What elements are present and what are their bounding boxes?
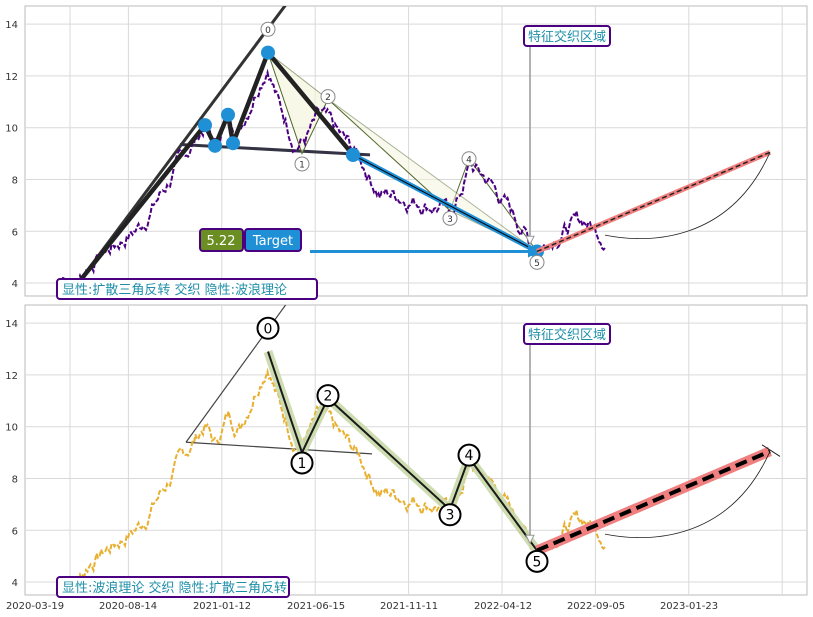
wave-number-label: 0 (264, 321, 273, 337)
wave-number-circle (461, 151, 477, 167)
svg-text:显性:扩散三角反转 交织 隐性:波浪理论: 显性:扩散三角反转 交织 隐性:波浪理论 (62, 282, 287, 298)
panel-plot-area: 0 1 2 3 4 5 (61, 305, 781, 595)
price-series-line (61, 68, 606, 296)
panel-2-y-ticks: 4 6 8 10 12 14 (5, 319, 18, 589)
x-tick-label: 2021-11-11 (380, 601, 438, 612)
target-value-badge: 5.22 (199, 228, 244, 252)
wave-number-circle (438, 503, 462, 527)
wave-number-label: 1 (298, 456, 307, 472)
panel-2-zone-label: 特征交织区域 (523, 323, 611, 345)
y-tick-label: 12 (5, 371, 18, 382)
y-tick-label: 10 (5, 124, 18, 135)
pattern-marker (346, 147, 360, 162)
pattern-marker (198, 118, 212, 133)
svg-text:特征交织区域: 特征交织区域 (528, 327, 606, 343)
x-tick-label: 2023-01-23 (660, 601, 718, 612)
triangle-upper-line (185, 305, 287, 443)
wave-triangle (266, 51, 329, 155)
wave-number-label: 2 (324, 389, 333, 405)
panel-2-caption: 显性:波浪理论 交织 隐性:扩散三角反转 (56, 576, 290, 598)
wave-number-label: 3 (447, 215, 453, 225)
wave-number-circle (457, 443, 481, 467)
pattern-marker (261, 45, 275, 60)
wave-number-label: 0 (265, 26, 271, 36)
x-tick-label: 2020-08-14 (99, 601, 157, 612)
projection-curve (604, 152, 771, 239)
y-tick-label: 8 (12, 474, 18, 485)
wave-number-circle (529, 254, 545, 270)
zone-arrow-head (525, 235, 535, 246)
wave-number-circle (442, 210, 458, 226)
x-tick-label: 2022-04-12 (474, 601, 532, 612)
zone-arrow-head (525, 534, 535, 545)
x-tick-label: 2022-09-05 (567, 601, 625, 612)
wave-number-label: 3 (446, 508, 455, 524)
y-tick-label: 14 (5, 319, 18, 330)
y-tick-label: 12 (5, 72, 18, 83)
svg-text:显性:波浪理论 交织 隐性:扩散三角反转: 显性:波浪理论 交织 隐性:扩散三角反转 (62, 580, 287, 596)
x-tick-label: 2021-01-12 (193, 601, 251, 612)
pattern-marker (226, 136, 240, 151)
x-tick-label: 2020-03-19 (6, 601, 64, 612)
wave-number-circle (290, 451, 314, 475)
panel-1-content: 0 1 2 3 4 5 (61, 6, 771, 296)
wave-number-label: 2 (325, 93, 331, 103)
y-tick-label: 4 (12, 279, 18, 290)
wave-number-label: 4 (465, 448, 474, 464)
y-tick-label: 14 (5, 20, 18, 31)
projection-line (536, 151, 771, 253)
wave-number-circle (525, 549, 549, 573)
svg-text:5.22: 5.22 (207, 234, 236, 249)
x-tick-label: 2021-06-15 (287, 601, 345, 612)
wave-number-circle (294, 156, 310, 172)
panel-2-content: 0 1 2 3 4 5 (61, 305, 781, 595)
wave-number-circle (256, 316, 280, 340)
panel-1-caption: 显性:扩散三角反转 交织 隐性:波浪理论 (56, 278, 318, 300)
panel-1-background (24, 5, 808, 297)
y-tick-label: 6 (12, 227, 18, 238)
wave-number-label: 1 (299, 160, 305, 170)
x-axis-ticks: 2020-03-19 2020-08-14 2021-01-12 2021-06-15… (6, 601, 718, 612)
wave-number-label: 5 (534, 259, 540, 269)
pattern-marker (221, 107, 235, 122)
y-tick-label: 4 (12, 578, 18, 589)
wave-number-circle (260, 21, 276, 37)
target-label-badge: Target (244, 228, 302, 252)
panel-1-y-ticks: 4 6 8 10 12 14 (5, 20, 18, 290)
wave-number-label: 5 (533, 554, 542, 570)
target-trend-line-core (352, 154, 538, 252)
triangle-lower-line (185, 441, 373, 455)
wave-line (267, 351, 538, 552)
wave-number-circle (316, 384, 340, 408)
panel-1-zone-label: 特征交织区域 (523, 25, 611, 47)
wave-number-circle (320, 89, 336, 105)
wave-number-label: 4 (466, 155, 472, 165)
projection-end-tick (761, 444, 781, 457)
svg-text:Target: Target (252, 234, 293, 249)
projection-line (536, 449, 771, 553)
y-tick-label: 10 (5, 423, 18, 434)
y-tick-label: 6 (12, 526, 18, 537)
svg-text:特征交织区域: 特征交织区域 (528, 29, 606, 45)
projection-curve (604, 451, 771, 538)
y-tick-label: 8 (12, 175, 18, 186)
pattern-marker (208, 138, 222, 153)
panel-2-background (24, 304, 808, 596)
panel-plot-area: 0 1 2 3 4 5 (61, 6, 771, 296)
